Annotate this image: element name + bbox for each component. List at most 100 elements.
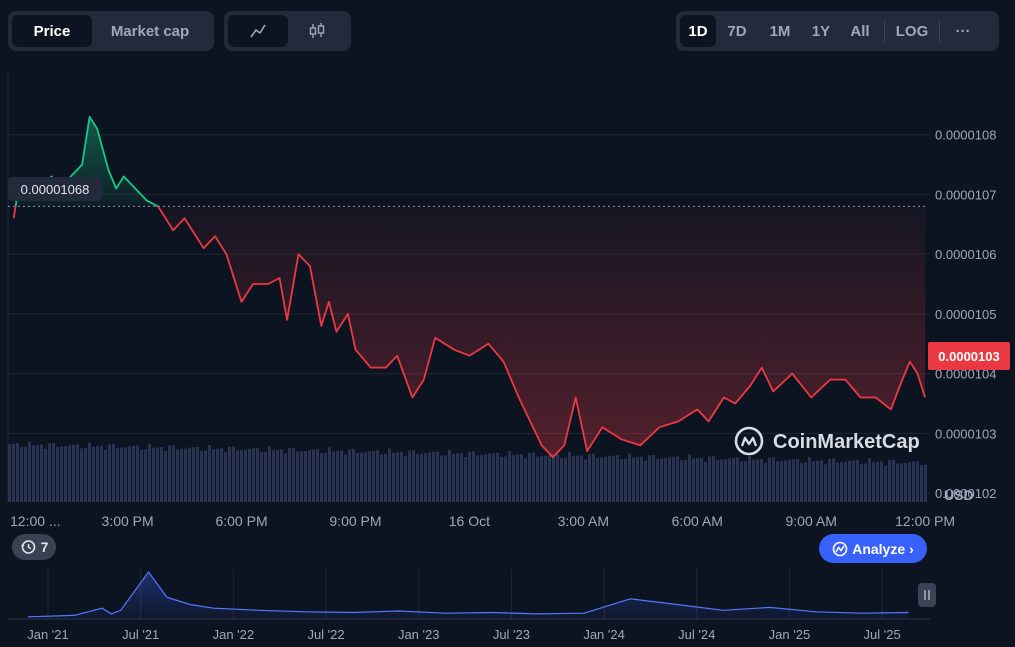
price-chart[interactable]: 0.0000108 0.0000107 0.0000106 0.0000105 0.00… [0, 60, 1015, 647]
range-7d[interactable]: 7D [727, 22, 747, 40]
watermark-text: CoinMarketCap [773, 431, 920, 453]
volume-bar [752, 459, 755, 502]
volume-bar [96, 446, 99, 502]
current-price-badge: 0.0000103 [928, 342, 1010, 370]
volume-bar [412, 450, 415, 502]
x-tick-label: 3:00 PM [102, 513, 154, 529]
more-options-button[interactable]: ··· [955, 22, 971, 40]
volume-bar [368, 451, 371, 502]
volume-bar [276, 449, 279, 502]
volume-bar [260, 452, 263, 502]
volume-bar [240, 450, 243, 502]
volume-bar [688, 454, 691, 502]
volume-bar [836, 462, 839, 502]
chevron-right-icon: › [909, 540, 914, 557]
volume-bar [108, 444, 111, 502]
volume-bar [900, 463, 903, 502]
volume-bar [340, 450, 343, 502]
volume-bar [68, 445, 71, 502]
volume-bar [164, 451, 167, 502]
volume-bar [256, 447, 259, 502]
toolbar-divider [939, 20, 940, 42]
volume-bar [328, 447, 331, 502]
volume-bar [224, 452, 227, 502]
analyze-icon [832, 541, 848, 556]
analyze-button[interactable]: Analyze › [819, 534, 927, 563]
coinmarketcap-watermark: CoinMarketCap [734, 426, 920, 456]
volume-bar [680, 460, 683, 502]
volume-bar [660, 458, 663, 502]
volume-bar [352, 448, 355, 502]
volume-bar [504, 456, 507, 502]
volume-bar [636, 457, 639, 502]
volume-bar [776, 461, 779, 502]
volume-bar [512, 455, 515, 502]
volume-bar [12, 443, 15, 502]
volume-bar [72, 444, 75, 502]
volume-bar [700, 457, 703, 502]
volume-bar [568, 452, 571, 502]
volume-bar [128, 446, 131, 502]
volume-bar [204, 450, 207, 502]
type-toggle: Price Market cap [8, 11, 214, 51]
volume-bar [696, 458, 699, 502]
volume-bar [252, 448, 255, 502]
volume-bar [920, 465, 923, 502]
volume-bar [608, 456, 611, 502]
volume-bar [192, 447, 195, 502]
volume-bar [524, 458, 527, 502]
volume-bar [288, 448, 291, 502]
range-1m[interactable]: 1M [769, 22, 791, 40]
history-icon [20, 540, 35, 554]
volume-bar [104, 449, 107, 502]
volume-bar [628, 453, 631, 502]
volume-bar [516, 454, 519, 502]
log-button[interactable]: LOG [895, 22, 929, 40]
reference-price-badge: 0.00001068 [8, 177, 102, 201]
volume-bar [428, 452, 431, 502]
history-badge[interactable]: 7 [12, 534, 56, 560]
volume-bar [200, 450, 203, 502]
volume-bar [36, 445, 39, 502]
price-tab[interactable]: Price [12, 15, 92, 47]
x-tick-label: 9:00 PM [329, 513, 381, 529]
volume-bar [48, 443, 51, 502]
volume-bar [592, 453, 595, 502]
range-1y[interactable]: 1Y [811, 22, 831, 40]
volume-bar [664, 458, 667, 502]
volume-bar [436, 451, 439, 502]
y-tick-label: 0.0000102 [935, 486, 996, 501]
volume-bar [832, 458, 835, 502]
volume-bar [236, 450, 239, 502]
volume-bar [756, 459, 759, 502]
volume-bar [248, 448, 251, 502]
volume-bar [152, 447, 155, 502]
range-navigator[interactable]: Jan '21 Jul '21 Jan '22 Jul '22 Jan '23 Jul '… [8, 569, 936, 642]
volume-bar [596, 457, 599, 502]
volume-bar [840, 462, 843, 502]
volume-bar [40, 444, 43, 502]
volume-bar [156, 447, 159, 502]
volume-bar [432, 451, 435, 502]
volume-bar [216, 448, 219, 502]
y-tick-label: 0.0000108 [935, 128, 996, 143]
range-all[interactable]: All [850, 22, 870, 40]
volume-bar [892, 459, 895, 502]
market-cap-tab[interactable]: Market cap [110, 22, 190, 40]
candlestick-button[interactable] [288, 15, 346, 47]
volume-bar [116, 448, 119, 502]
navigator-tick-label: Jan '21 [27, 627, 69, 642]
volume-bar [44, 448, 47, 502]
range-1d[interactable]: 1D [680, 15, 716, 47]
volume-bar [644, 460, 647, 502]
volume-bar [84, 448, 87, 502]
volume-bar [484, 454, 487, 502]
line-chart-button[interactable] [228, 15, 288, 47]
navigator-handle[interactable] [918, 583, 936, 607]
currency-label: USD [944, 487, 974, 503]
volume-bar [548, 454, 551, 502]
y-tick-label: 0.0000103 [935, 426, 996, 441]
history-count: 7 [40, 539, 49, 555]
volume-bar [220, 448, 223, 502]
volume-bar [120, 447, 123, 502]
